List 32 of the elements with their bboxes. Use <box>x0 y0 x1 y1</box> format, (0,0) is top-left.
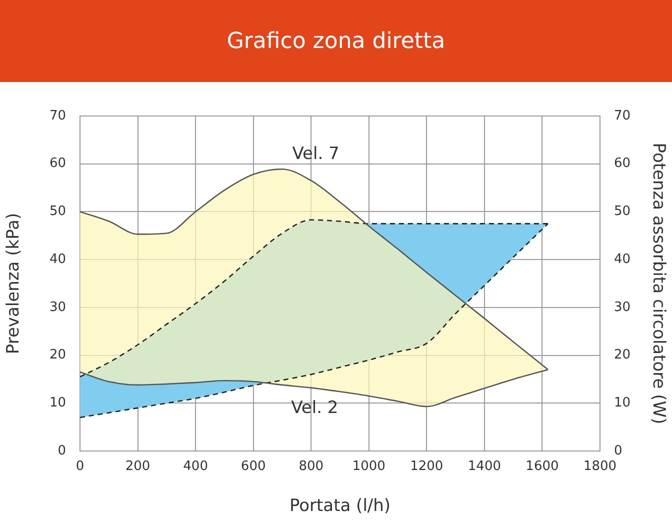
series-label: Vel. 7 <box>292 144 340 164</box>
y2-tick-label: 50 <box>614 204 631 220</box>
y2-axis-title: Potenza assorbita circolatore (W) <box>648 142 668 424</box>
y-tick-label: 10 <box>49 396 66 411</box>
x-tick-label: 1200 <box>410 459 444 474</box>
x-axis-title: Portata (l/h) <box>289 496 391 516</box>
y2-tick-label: 20 <box>614 348 631 363</box>
chart-title: Grafico zona diretta <box>226 28 446 54</box>
x-tick-label: 600 <box>240 459 266 474</box>
y-tick-label: 60 <box>49 156 66 172</box>
x-tick-label: 1000 <box>352 459 386 474</box>
y2-tick-label: 60 <box>614 156 631 172</box>
y-tick-label: 0 <box>58 443 66 458</box>
y-tick-label: 50 <box>49 204 66 220</box>
y2-tick-label: 0 <box>614 443 622 458</box>
y-tick-label: 30 <box>49 300 66 315</box>
x-tick-label: 200 <box>125 459 150 474</box>
x-tick-label: 1400 <box>468 459 501 474</box>
y-tick-label: 70 <box>49 108 66 124</box>
x-tick-label: 1600 <box>526 459 559 474</box>
y-tick-label: 20 <box>49 348 66 363</box>
x-tick-label: 1800 <box>583 459 617 474</box>
series-label: Vel. 2 <box>291 398 338 418</box>
y-axis-title: Prevalenza (kPa) <box>4 212 24 354</box>
y2-tick-label: 10 <box>614 396 631 411</box>
y2-tick-label: 40 <box>614 252 631 267</box>
x-tick-label: 400 <box>183 459 208 474</box>
x-tick-label: 0 <box>76 459 84 474</box>
y2-tick-label: 30 <box>614 300 631 315</box>
y-tick-label: 40 <box>49 252 66 267</box>
x-tick-label: 800 <box>298 459 324 474</box>
y2-tick-label: 70 <box>614 108 631 124</box>
